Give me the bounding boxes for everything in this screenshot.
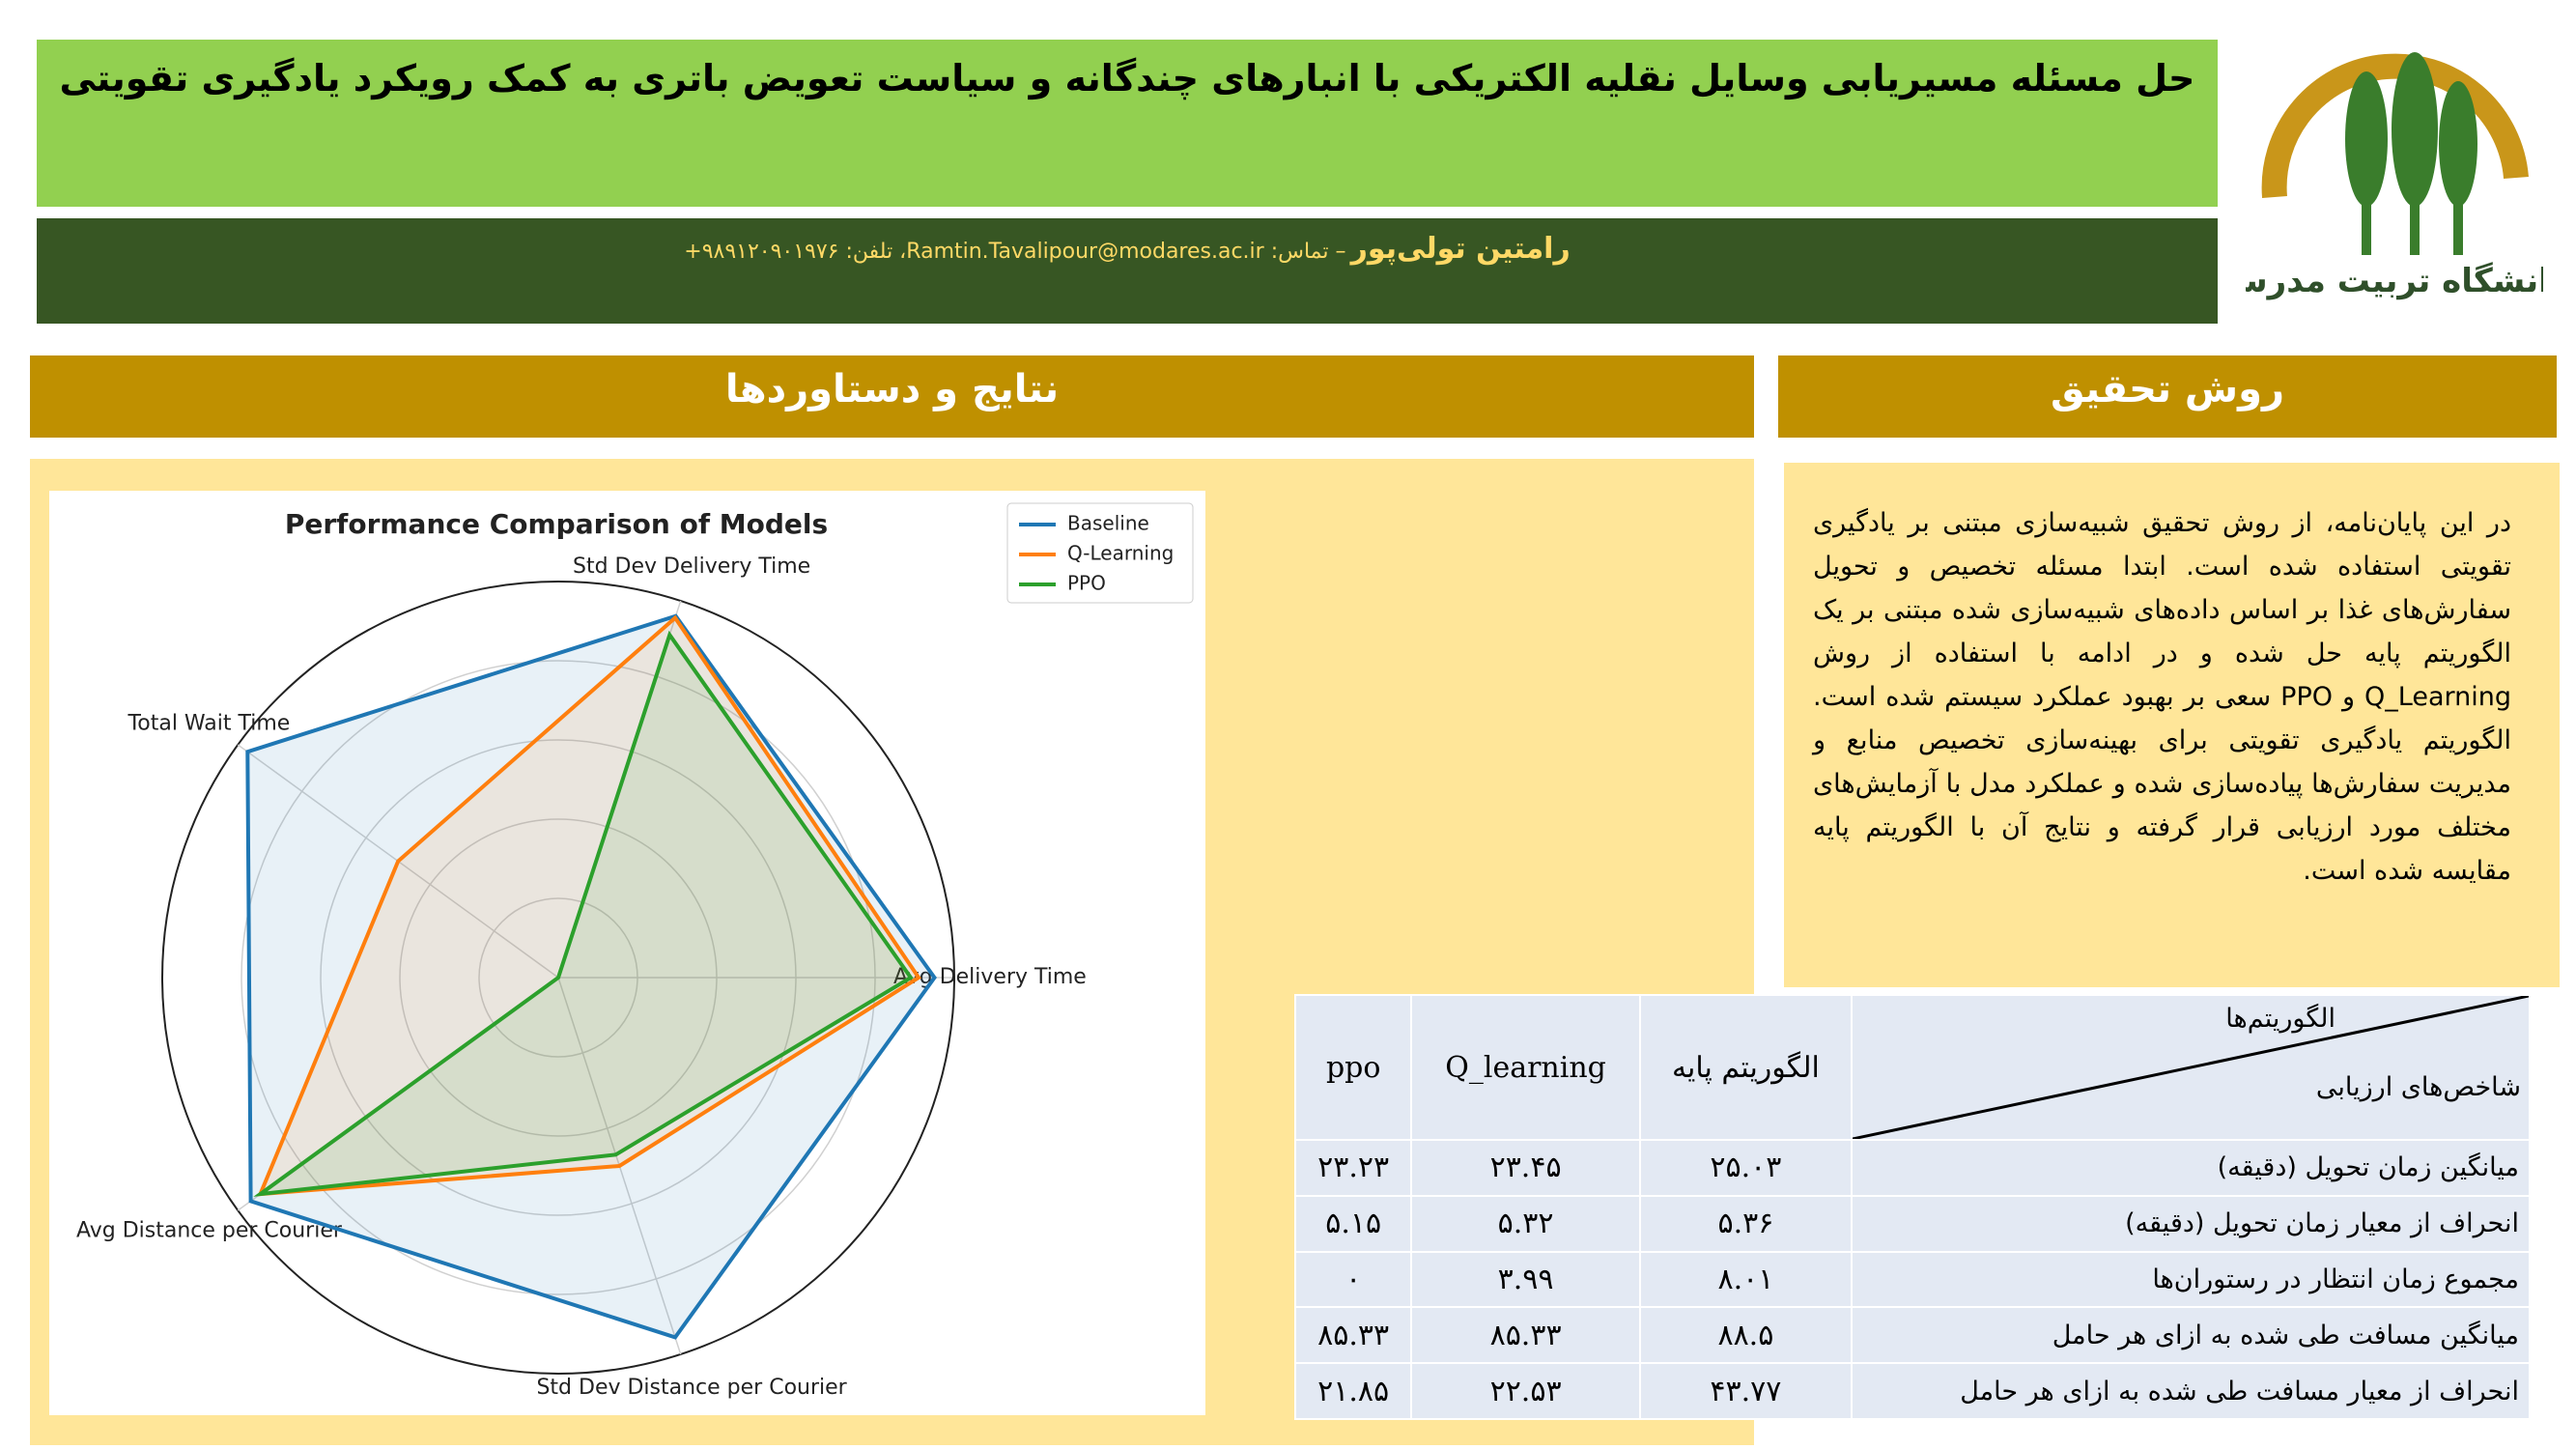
value-cell: ۸۵.۳۳ [1410, 1306, 1641, 1365]
logo-arc [2261, 53, 2529, 199]
legend-label: PPO [1067, 572, 1106, 595]
logo: دانشگاه تربیت مدرس [2246, 52, 2543, 300]
axis-label: Total Wait Time [127, 711, 291, 735]
table-row: مجموع زمان انتظار در رستوران‌ها ۸.۰۱ ۳.۹۹ ۰ [1293, 1250, 2531, 1309]
author-bar: رامتین تولی‌پور – تماس: Ramtin.Tavalipou… [37, 218, 2218, 324]
table-row: انحراف از معیار زمان تحویل (دقیقه) ۵.۳۶ ۵.… [1293, 1194, 2531, 1253]
value-cell: ۲۵.۰۳ [1638, 1139, 1854, 1197]
table-row: میانگین زمان تحویل (دقیقه) ۲۵.۰۳ ۲۳.۴۵ ۲۳.۲… [1293, 1139, 2531, 1197]
value-cell: ۲۲.۵۳ [1410, 1362, 1641, 1420]
corner-diagonal [1853, 996, 2529, 1139]
corner-top: الگوریتم‌ها [2225, 1004, 2335, 1034]
criterion-cell: میانگین زمان تحویل (دقیقه) [1851, 1139, 2531, 1197]
axis-label: Std Dev Distance per Courier [536, 1376, 847, 1400]
corner-bottom: شاخص‌های ارزیابی [2315, 1072, 2521, 1102]
series-area [245, 613, 937, 1340]
table: الگوریتم‌ها شاخص‌های ارزیابی الگوریتم پا… [1293, 994, 2531, 1420]
value-cell: ۵.۳۲ [1410, 1194, 1641, 1253]
criterion-cell: انحراف از معیار مسافت طی شده به ازای هر … [1851, 1362, 2531, 1420]
axis-label: Avg Distance per Courier [76, 1219, 343, 1243]
value-cell: ۲۳.۲۳ [1293, 1139, 1413, 1197]
table-row: انحراف از معیار مسافت طی شده به ازای هر … [1293, 1362, 2531, 1420]
header-row: الگوریتم‌ها شاخص‌های ارزیابی الگوریتم پا… [1293, 994, 2531, 1141]
legend-label: Q-Learning [1067, 542, 1174, 565]
logo-trees [2345, 52, 2477, 255]
axis-label: Std Dev Delivery Time [573, 554, 810, 579]
axis-label: Avg Delivery Time [893, 965, 1087, 989]
value-cell: ۵.۳۶ [1638, 1194, 1854, 1253]
table-body: الگوریتم‌ها شاخص‌های ارزیابی الگوریتم پا… [1293, 994, 2531, 1420]
radar-chart: Performance Comparison of Models Avg Deli… [49, 491, 1205, 1415]
header-bar: حل مسئله مسیریابی وسایل نقلیه الکتریکی ب… [37, 40, 2218, 207]
author-name: رامتین تولی‌پور [1350, 232, 1571, 266]
value-cell: ۳.۹۹ [1410, 1250, 1641, 1309]
results-heading: نتایج و دستاوردها [30, 355, 1754, 438]
criterion-cell: میانگین مسافت طی شده به ازای هر حامل [1851, 1306, 2531, 1365]
value-cell: ۰ [1293, 1250, 1413, 1309]
value-cell: ۸.۰۱ [1638, 1250, 1854, 1309]
criterion-cell: مجموع زمان انتظار در رستوران‌ها [1851, 1250, 2531, 1309]
poster-title: حل مسئله مسیریابی وسایل نقلیه الکتریکی ب… [59, 57, 2195, 99]
author-contact: – تماس: Ramtin.Tavalipour@modares.ac.ir،… [684, 240, 1346, 264]
table-row: میانگین مسافت طی شده به ازای هر حامل ۸۸.۵… [1293, 1306, 2531, 1365]
value-cell: ۲۳.۴۵ [1410, 1139, 1641, 1197]
series-area [257, 614, 921, 1197]
results-table: الگوریتم‌ها شاخص‌های ارزیابی الگوریتم پا… [1293, 994, 2531, 1420]
value-cell: ۴۳.۷۷ [1638, 1362, 1854, 1420]
column-header: Q_learning [1410, 994, 1641, 1141]
chart-title: Performance Comparison of Models [285, 508, 828, 540]
column-header: ppo [1293, 994, 1413, 1141]
corner-cell: الگوریتم‌ها شاخص‌های ارزیابی [1851, 994, 2531, 1141]
legend-label: Baseline [1067, 512, 1149, 535]
value-cell: ۵.۱۵ [1293, 1194, 1413, 1253]
logo-text: دانشگاه تربیت مدرس [2246, 262, 2543, 300]
method-heading: روش تحقیق [1778, 355, 2557, 438]
series-area [253, 630, 914, 1197]
value-cell: ۸۸.۵ [1638, 1306, 1854, 1365]
value-cell: ۲۱.۸۵ [1293, 1362, 1413, 1420]
criterion-cell: انحراف از معیار زمان تحویل (دقیقه) [1851, 1194, 2531, 1253]
method-text: در این پایان‌نامه، از روش تحقیق شبیه‌ساز… [1784, 463, 2560, 987]
legend-box [1006, 502, 1194, 604]
value-cell: ۸۵.۳۳ [1293, 1306, 1413, 1365]
column-header: الگوریتم پایه [1638, 994, 1854, 1141]
